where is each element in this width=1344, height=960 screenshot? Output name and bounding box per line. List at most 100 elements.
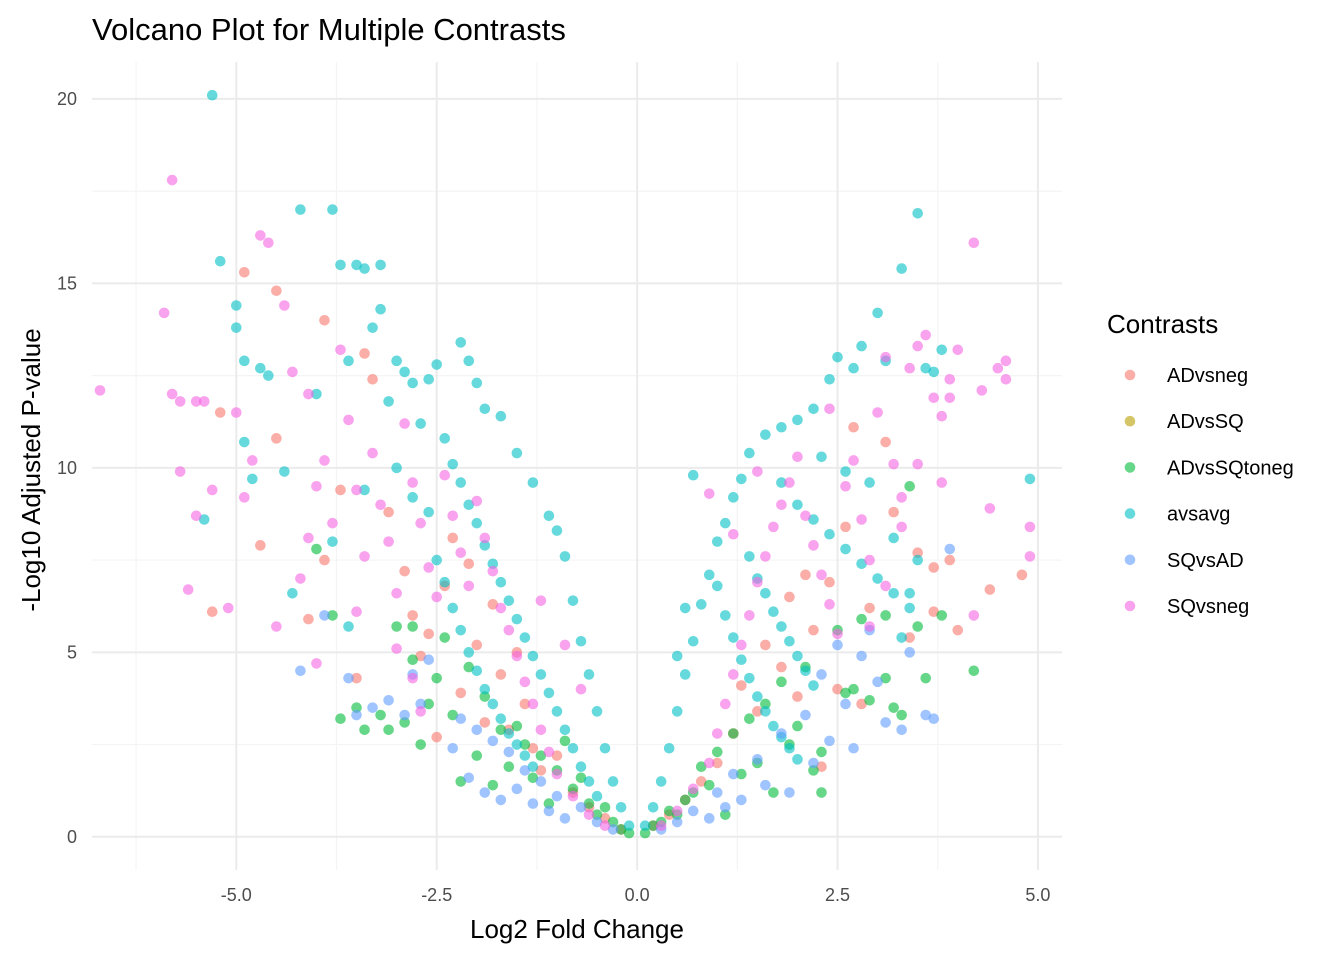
data-point (399, 709, 410, 721)
data-point (327, 517, 338, 529)
legend-item: SQvsAD (1124, 550, 1244, 572)
data-point (359, 263, 370, 274)
series-SQvsneg (94, 174, 1036, 832)
data-point (776, 661, 787, 673)
data-point (663, 805, 675, 817)
data-point (423, 373, 434, 385)
data-point (671, 816, 683, 828)
data-point (784, 635, 795, 647)
data-point (856, 650, 867, 662)
data-point (423, 654, 434, 665)
y-axis-ticks: 0 5 10 15 20 (57, 89, 77, 847)
data-point (351, 606, 362, 618)
data-point (687, 805, 699, 817)
data-point (816, 451, 827, 463)
data-point (856, 698, 867, 710)
data-point (728, 632, 739, 643)
data-point (351, 259, 362, 271)
data-point (455, 337, 467, 348)
data-point (832, 351, 843, 363)
data-point (399, 366, 410, 378)
data-point (703, 813, 715, 824)
data-point (896, 521, 907, 533)
data-point (599, 801, 611, 813)
data-point (824, 403, 835, 415)
data-point (439, 469, 451, 481)
data-point (607, 816, 619, 828)
data-point (399, 418, 410, 429)
data-point (728, 492, 739, 503)
data-point (511, 613, 523, 625)
legend-key (1124, 600, 1136, 612)
data-point (792, 720, 803, 732)
data-point (423, 698, 434, 710)
data-point (511, 447, 523, 459)
data-point (944, 554, 956, 566)
data-point (551, 525, 563, 536)
data-point (407, 672, 418, 684)
data-point (287, 366, 298, 378)
data-point (904, 480, 915, 492)
data-point (944, 543, 956, 555)
data-point (431, 554, 443, 566)
data-point (535, 776, 547, 787)
data-point (896, 724, 907, 736)
data-point (343, 672, 354, 684)
data-point (776, 676, 787, 688)
data-point (439, 632, 451, 643)
data-point (319, 554, 330, 566)
data-point (864, 621, 875, 632)
data-point (591, 790, 603, 802)
data-point (527, 761, 539, 772)
data-point (888, 506, 899, 518)
data-point (295, 665, 306, 677)
data-point (808, 624, 819, 636)
data-point (367, 373, 378, 385)
x-axis-title: Log2 Fold Change (470, 914, 684, 944)
plot-panel (92, 62, 1062, 870)
data-point (431, 731, 443, 743)
data-point (407, 621, 418, 632)
data-point (904, 587, 915, 599)
data-point (479, 691, 491, 702)
data-point (888, 458, 899, 470)
data-point (912, 458, 924, 470)
data-point (1000, 355, 1012, 367)
data-point (415, 739, 426, 750)
data-point (872, 407, 883, 418)
data-point (399, 565, 410, 577)
data-point (575, 683, 587, 695)
data-point (800, 665, 811, 677)
data-point (519, 765, 531, 776)
data-point (503, 761, 515, 772)
data-point (703, 488, 715, 499)
legend-label: SQvsAD (1167, 550, 1244, 572)
data-point (832, 683, 843, 695)
y-tick-label: 0 (67, 827, 77, 847)
data-point (206, 89, 218, 101)
data-point (423, 628, 434, 640)
data-point (880, 610, 891, 621)
data-point (896, 632, 907, 643)
data-point (351, 484, 362, 496)
data-point (663, 742, 675, 754)
data-point (455, 776, 467, 787)
data-point (503, 595, 515, 606)
data-point (519, 750, 531, 761)
data-point (840, 543, 851, 555)
data-point (543, 687, 555, 699)
data-point (543, 510, 555, 522)
data-point (455, 713, 467, 725)
data-point (511, 739, 523, 750)
data-point (976, 385, 988, 396)
data-point (792, 414, 803, 426)
data-point (776, 477, 787, 488)
data-point (728, 768, 739, 780)
data-point (198, 514, 210, 525)
data-point (808, 680, 819, 691)
data-point (367, 702, 378, 713)
data-point (271, 433, 282, 444)
data-point (671, 805, 683, 817)
data-point (880, 351, 891, 363)
data-point (872, 676, 883, 688)
